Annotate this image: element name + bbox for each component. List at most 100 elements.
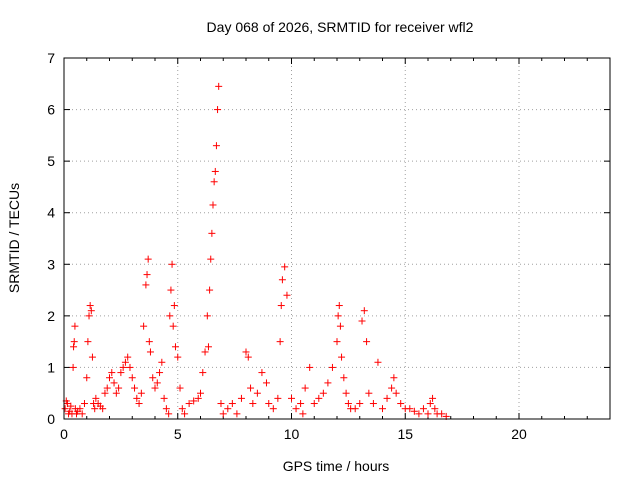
data-point <box>153 379 161 387</box>
data-point <box>265 400 273 408</box>
data-point <box>397 400 405 408</box>
data-point <box>431 405 439 413</box>
data-point <box>126 363 134 371</box>
data-point <box>410 407 418 415</box>
data-point <box>344 400 352 408</box>
data-point <box>181 410 189 418</box>
data-point <box>110 379 118 387</box>
data-point <box>369 400 377 408</box>
data-point <box>351 405 359 413</box>
data-point <box>140 322 148 330</box>
data-point <box>276 338 284 346</box>
data-point <box>201 348 209 356</box>
data-point <box>338 353 346 361</box>
data-point <box>237 394 245 402</box>
data-point <box>383 394 391 402</box>
data-point <box>336 322 344 330</box>
data-point <box>166 312 174 320</box>
data-point <box>242 348 250 356</box>
data-point <box>103 384 111 392</box>
y-tick-label: 1 <box>47 359 55 375</box>
data-point <box>262 379 270 387</box>
data-point <box>131 384 139 392</box>
data-point <box>342 389 350 397</box>
data-point <box>169 322 177 330</box>
data-point <box>137 389 145 397</box>
y-tick-label: 7 <box>47 50 55 66</box>
data-point <box>214 106 222 114</box>
data-point <box>388 384 396 392</box>
data-point <box>281 263 289 271</box>
data-point <box>283 291 291 299</box>
data-point <box>301 384 309 392</box>
x-tick-label: 5 <box>174 426 182 442</box>
data-point <box>288 394 295 402</box>
data-point <box>253 389 261 397</box>
data-point <box>162 405 170 413</box>
data-point <box>156 369 164 377</box>
data-point <box>119 363 127 371</box>
data-point <box>379 405 386 413</box>
data-point <box>274 394 282 402</box>
data-point <box>158 358 166 366</box>
data-point <box>269 405 277 413</box>
data-point <box>78 410 86 418</box>
data-point <box>106 374 113 382</box>
data-point <box>178 405 186 413</box>
data-point <box>277 302 285 310</box>
data-point <box>145 338 153 346</box>
data-point <box>88 353 96 361</box>
data-point <box>258 369 266 377</box>
data-point <box>228 400 236 408</box>
data-point <box>146 348 154 356</box>
data-point <box>426 400 434 408</box>
x-tick-label: 15 <box>397 426 413 442</box>
data-point <box>438 410 446 418</box>
data-point <box>297 400 305 408</box>
data-point <box>219 410 227 418</box>
data-point <box>176 384 184 392</box>
data-point <box>70 343 78 351</box>
y-tick-label: 5 <box>47 153 55 169</box>
data-point <box>208 229 216 237</box>
data-point <box>167 286 175 294</box>
y-tick-label: 6 <box>47 102 55 118</box>
data-point <box>101 389 109 397</box>
data-point <box>185 400 193 408</box>
data-point <box>233 410 241 418</box>
x-tick-label: 0 <box>60 426 68 442</box>
data-point <box>61 405 69 413</box>
data-point <box>168 260 176 268</box>
data-point <box>76 405 84 413</box>
data-point <box>249 400 257 408</box>
data-point <box>142 281 150 289</box>
data-point <box>70 338 78 346</box>
data-point <box>363 338 371 346</box>
data-point <box>406 405 414 413</box>
data-point <box>71 322 79 330</box>
data-point <box>128 374 136 382</box>
data-point <box>84 338 92 346</box>
data-point <box>194 394 202 402</box>
data-point <box>174 353 182 361</box>
data-point <box>206 286 214 294</box>
data-point <box>117 369 125 377</box>
data-point <box>374 358 382 366</box>
data-point <box>390 374 398 382</box>
data-point <box>392 389 400 397</box>
data-point <box>215 82 223 90</box>
data-point <box>199 369 207 377</box>
data-point <box>333 338 341 346</box>
data-point <box>328 363 336 371</box>
data-point <box>83 374 91 382</box>
data-point <box>160 394 168 402</box>
data-point <box>244 353 252 361</box>
data-point <box>212 142 220 150</box>
data-point <box>415 410 423 418</box>
data-point <box>67 402 75 410</box>
data-point <box>108 369 116 377</box>
data-point <box>115 384 123 392</box>
data-point <box>278 276 286 284</box>
